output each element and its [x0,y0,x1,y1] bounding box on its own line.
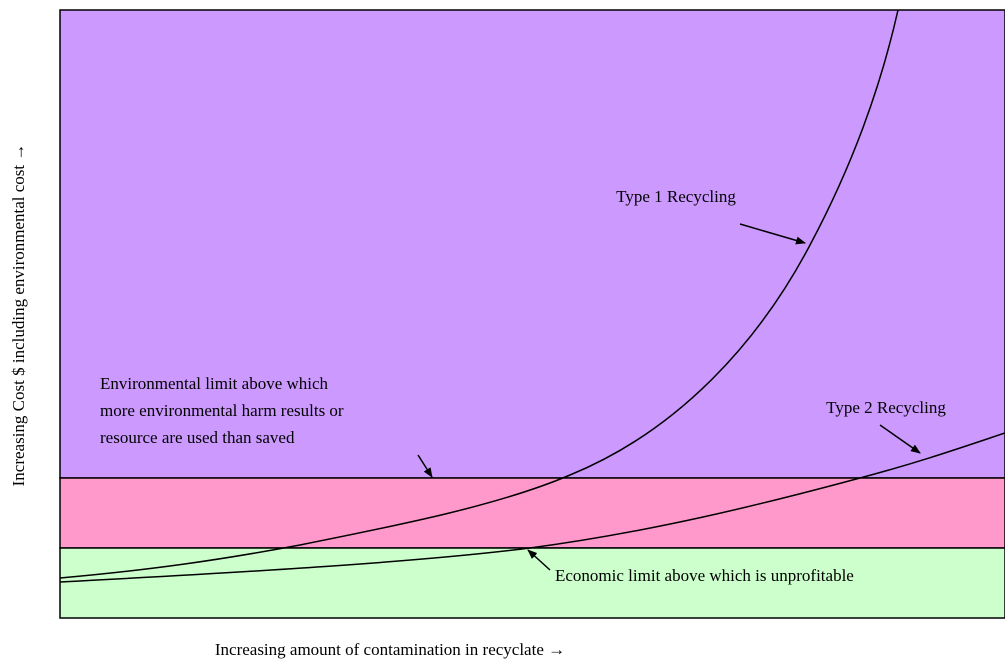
environmental-limit-line: more environmental harm results or [100,401,344,420]
economic-limit-label: Economic limit above which is unprofitab… [555,566,854,585]
y-axis-label: Increasing Cost $ including environmenta… [9,144,28,487]
type1-label: Type 1 Recycling [616,187,736,206]
environmental-limit-line: resource are used than saved [100,428,295,447]
type2-label: Type 2 Recycling [826,398,946,417]
economic-zone [59,547,1005,619]
x-axis-label: Increasing amount of contamination in re… [215,640,565,659]
type2-curve [59,432,1005,583]
type1-curve [59,9,899,579]
environmental-limit-line: Environmental limit above which [100,374,329,393]
harm-zone [59,9,1005,479]
type2-arrow [879,424,921,454]
economic-arrow [527,549,551,571]
type1-arrow [739,223,806,245]
environmental-arrow [417,454,433,478]
